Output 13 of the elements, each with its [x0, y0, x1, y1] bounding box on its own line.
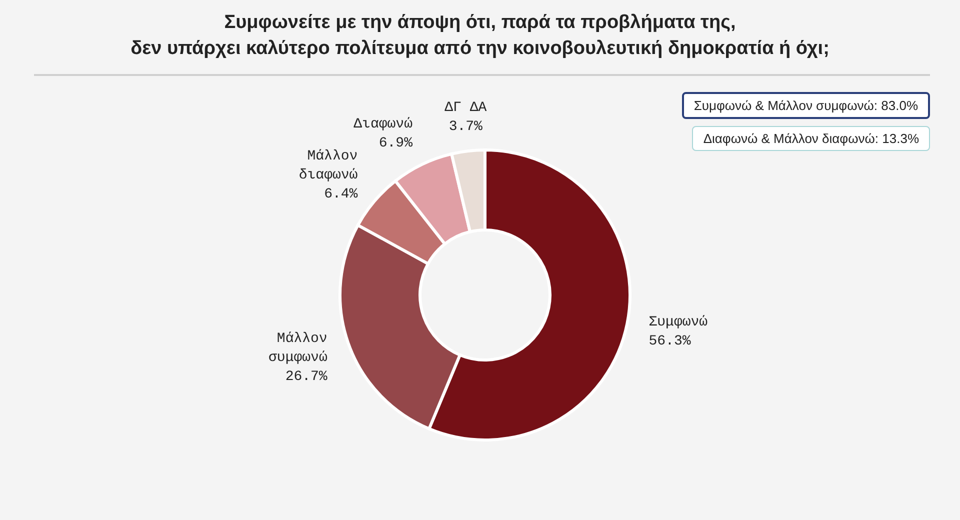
- data-label: 6.4%: [324, 186, 358, 203]
- slice-label: Μάλλον συμφωνώ: [268, 331, 328, 366]
- slice-label: Διαφωνώ: [354, 116, 414, 133]
- slice-label: Μάλλον διαφωνώ: [298, 148, 358, 184]
- chart-title: Συμφωνείτε με την άποψη ότι, παρά τα προβλήματα της, δεν υπάρχει καλύτερο πολίτευμα από την κοινοβουλευτική δημοκρατία ή όχι;: [130, 11, 830, 61]
- slice-label: ΔΓ ΔΑ: [444, 100, 488, 116]
- text: Συμφωνώ & Μάλλον συμφωνώ: 83.0%: [682, 92, 930, 119]
- data-label: 26.7%: [285, 369, 328, 386]
- data-label: 56.3%: [648, 333, 692, 350]
- data-label: 6.9%: [378, 136, 414, 152]
- text: Διαφωνώ & Μάλλον διαφωνώ: 13.3%: [692, 126, 930, 151]
- slice-label: Συμφωνώ: [648, 314, 708, 330]
- data-label: 3.7%: [448, 118, 484, 135]
